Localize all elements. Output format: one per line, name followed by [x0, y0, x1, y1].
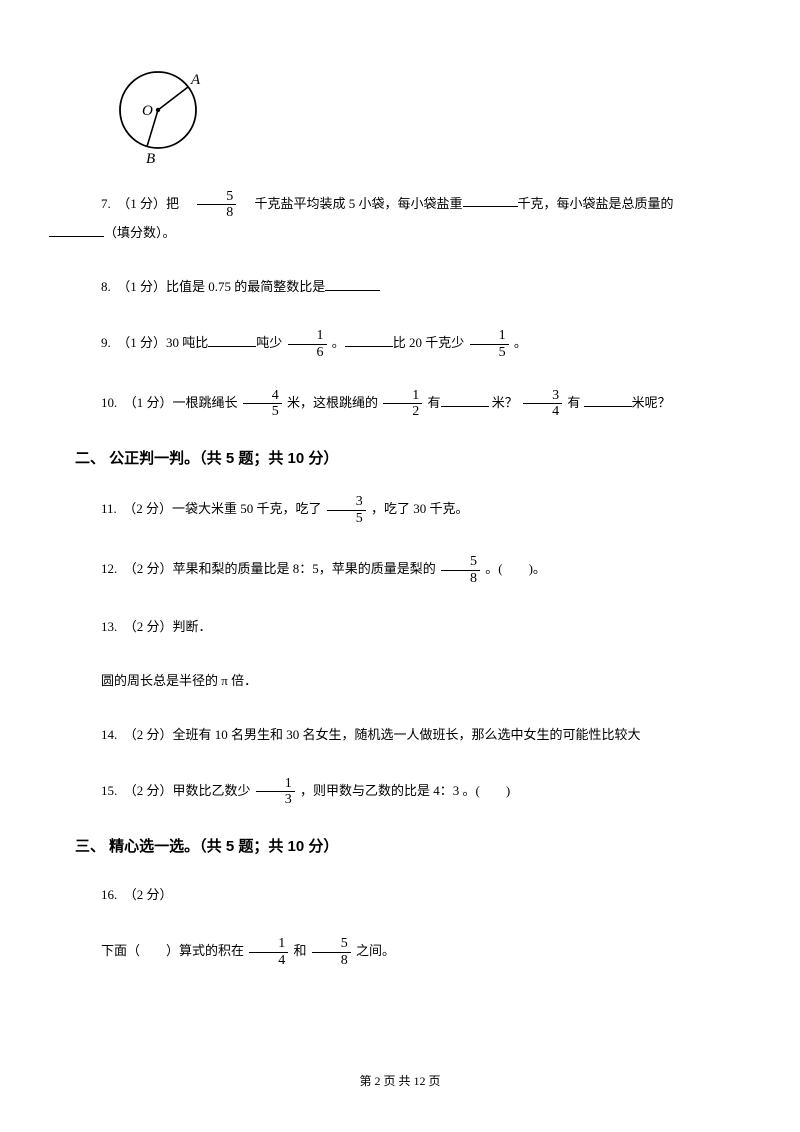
- q16-line1: 16. （2 分）: [101, 887, 173, 902]
- fraction-1-4: 1 4: [249, 936, 288, 968]
- question-16-line1: 16. （2 分）: [75, 882, 725, 908]
- q9-sep: 。: [332, 335, 345, 350]
- blank: [345, 333, 393, 347]
- fraction-5-8: 5 8: [197, 189, 236, 221]
- question-9: 9. （1 分）30 吨比 吨少 1 6 。 比 20 千克少 1 5 。: [75, 328, 725, 360]
- label-o: O: [142, 103, 153, 119]
- question-7: 7. （1 分）把 5 8 千克盐平均装成 5 小袋，每小袋盐重 千克，每小袋盐是…: [75, 189, 725, 247]
- q13-line1: 13. （2 分）判断．: [101, 619, 212, 634]
- q7-mid1: 千克盐平均装成 5 小袋，每小袋盐重: [242, 195, 463, 210]
- question-10: 10. （1 分）一根跳绳长 4 5 米，这根跳绳的 1 2 有 米？ 3 4 …: [75, 388, 725, 420]
- q10-mid1: 米，这根跳绳的: [287, 395, 381, 410]
- q10-end: 米呢？: [632, 395, 671, 410]
- q16-end: 之间。: [356, 943, 395, 958]
- question-11: 11. （2 分）一袋大米重 50 千克，吃了 3 5 ，吃了 30 千克。: [75, 494, 725, 526]
- fraction-3-5: 3 5: [327, 494, 366, 526]
- fraction-1-3: 1 3: [256, 776, 295, 808]
- q14-text: 14. （2 分）全班有 10 名男生和 30 名女生，随机选一人做班长，那么选…: [101, 727, 641, 742]
- blank: [463, 193, 518, 207]
- fraction-5-8: 5 8: [441, 554, 480, 586]
- question-16-line2: 下面（ ）算式的积在 1 4 和 5 8 之间。: [75, 936, 725, 968]
- question-15: 15. （2 分）甲数比乙数少 1 3 ，则甲数与乙数的比是 4：3 。( ): [75, 776, 725, 808]
- fraction-5-8: 5 8: [312, 936, 351, 968]
- fraction-1-6: 1 6: [288, 328, 327, 360]
- section-3-heading: 三、 精心选一选。（共 5 题；共 10 分）: [75, 836, 725, 859]
- q10-mid3: 米？: [489, 395, 522, 410]
- q16-prefix: 下面（ ）算式的积在: [101, 943, 247, 958]
- q15-prefix: 15. （2 分）甲数比乙数少: [101, 783, 254, 798]
- q10-mid4: 有: [567, 395, 583, 410]
- fraction-3-4: 3 4: [523, 388, 562, 420]
- question-13-line2: 圆的周长总是半径的 π 倍．: [75, 668, 725, 694]
- q7-end: （填分数）。: [104, 225, 176, 240]
- q7-prefix: 7. （1 分）把: [101, 195, 192, 210]
- blank: [325, 277, 380, 291]
- question-8: 8. （1 分）比值是 0.75 的最简整数比是: [75, 274, 725, 300]
- label-a: A: [190, 72, 201, 88]
- circle-diagram: O A B: [100, 60, 725, 171]
- fraction-4-5: 4 5: [243, 388, 282, 420]
- question-12: 12. （2 分）苹果和梨的质量比是 8：5，苹果的质量是梨的 5 8 。( )…: [75, 554, 725, 586]
- blank: [49, 223, 104, 237]
- question-14: 14. （2 分）全班有 10 名男生和 30 名女生，随机选一人做班长，那么选…: [75, 722, 725, 748]
- blank: [584, 393, 632, 407]
- q11-end: ，吃了 30 千克。: [371, 501, 469, 516]
- q9-prefix: 9. （1 分）30 吨比: [101, 335, 208, 350]
- circle-svg: O A B: [100, 60, 230, 165]
- q9-mid2: 比 20 千克少: [393, 335, 468, 350]
- blank: [208, 333, 256, 347]
- section-2-heading: 二、 公正判一判。（共 5 题；共 10 分）: [75, 448, 725, 471]
- fraction-1-5: 1 5: [470, 328, 509, 360]
- q7-mid2: 千克，每小袋盐是总质量的: [518, 195, 674, 210]
- q10-prefix: 10. （1 分）一根跳绳长: [101, 395, 241, 410]
- question-13-line1: 13. （2 分）判断．: [75, 614, 725, 640]
- q13-line2: 圆的周长总是半径的 π 倍．: [101, 673, 257, 688]
- blank: [441, 393, 489, 407]
- q12-end: 。( )。: [485, 561, 546, 576]
- q16-mid: 和: [294, 943, 307, 958]
- q10-mid2: 有: [428, 395, 441, 410]
- q9-end: 。: [514, 335, 527, 350]
- q11-prefix: 11. （2 分）一袋大米重 50 千克，吃了: [101, 501, 325, 516]
- q9-mid: 吨少: [256, 335, 285, 350]
- q12-prefix: 12. （2 分）苹果和梨的质量比是 8：5，苹果的质量是梨的: [101, 561, 439, 576]
- q15-end: ，则甲数与乙数的比是 4：3 。( ): [300, 783, 510, 798]
- label-b: B: [146, 151, 155, 165]
- q8-text: 8. （1 分）比值是 0.75 的最简整数比是: [101, 279, 325, 294]
- page-footer: 第 2 页 共 12 页: [0, 1072, 800, 1090]
- fraction-1-2: 1 2: [383, 388, 422, 420]
